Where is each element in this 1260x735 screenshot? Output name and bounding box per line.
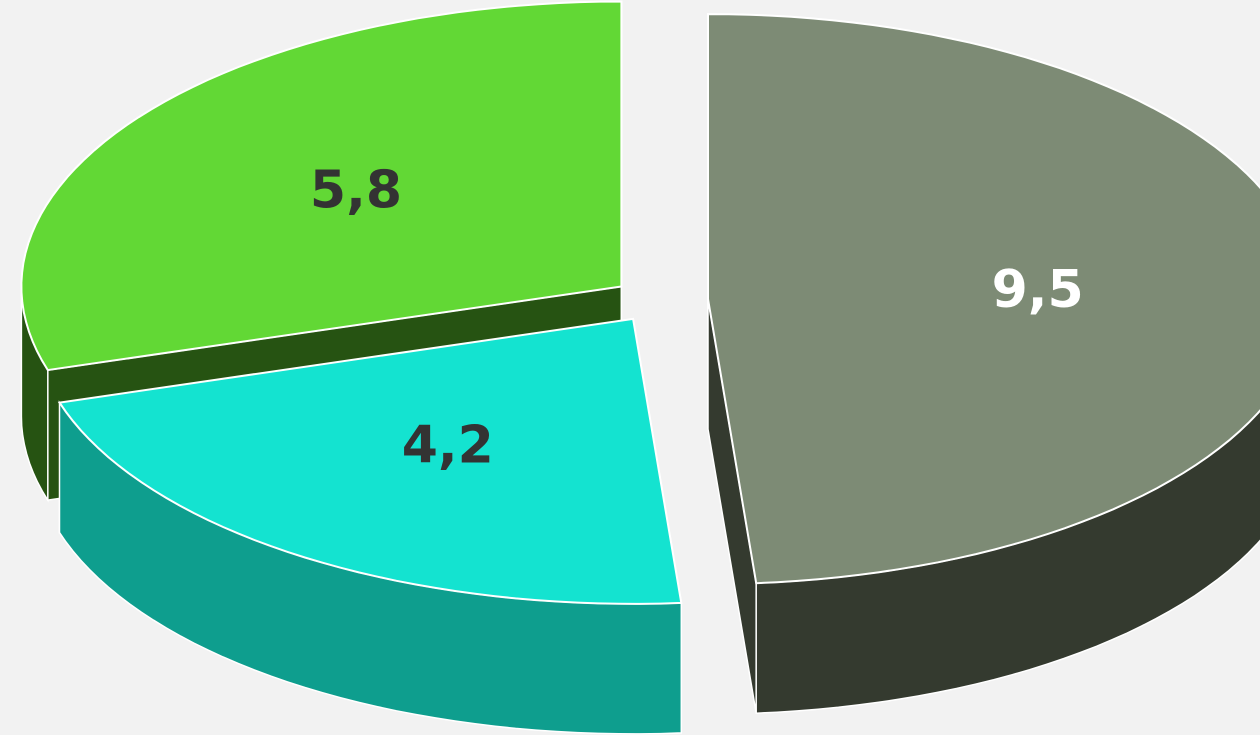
slice (57, 317, 683, 605)
data-label: 9,5 (992, 260, 1084, 320)
slice (20, 0, 623, 372)
slice (707, 13, 1260, 585)
data-label: 5,8 (310, 160, 402, 220)
data-label: 4,2 (402, 416, 494, 476)
